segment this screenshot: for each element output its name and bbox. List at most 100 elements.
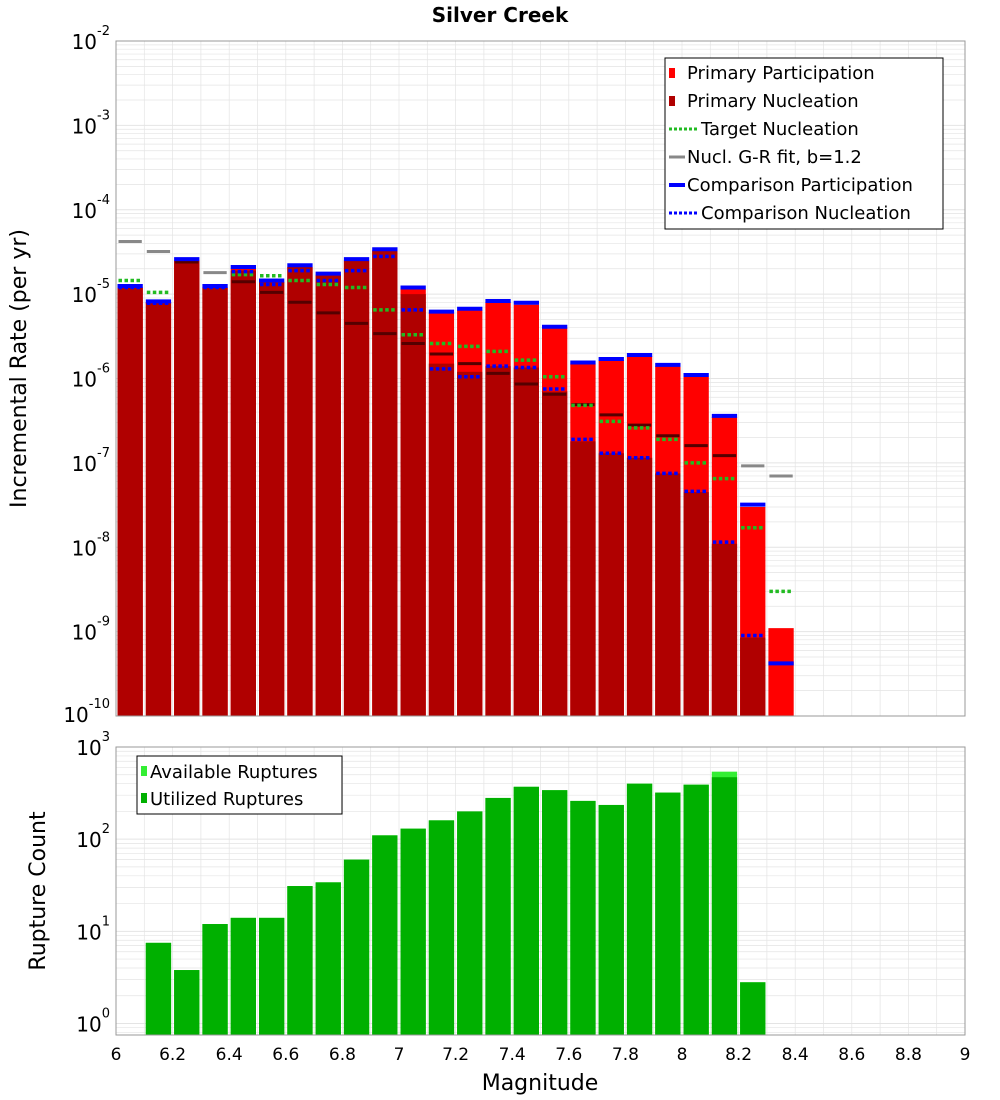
nucleation-bar (542, 391, 568, 716)
utilized-ruptures-bar (457, 811, 483, 1035)
utilized-ruptures-bar (626, 783, 653, 1035)
count-y-tick-exp: 2 (102, 822, 110, 837)
count-y-tick-label: 102 (76, 822, 110, 852)
rate-y-tick-exp: -4 (97, 193, 110, 208)
legend-swatch (669, 68, 675, 78)
legend-label: Available Ruptures (150, 762, 318, 783)
utilized-ruptures-bar (287, 886, 313, 1035)
rate-y-tick-exp: -2 (97, 24, 110, 39)
utilized-ruptures-bar (428, 820, 455, 1035)
rate-y-tick-label: 10-6 (72, 362, 110, 392)
legend-label: Utilized Ruptures (150, 789, 303, 810)
nucleation-bar (683, 492, 709, 716)
rate-y-tick-exp: -9 (97, 615, 110, 630)
nucleation-bar (343, 260, 370, 716)
nucleation-bar (372, 250, 398, 717)
rate-y-tick-label: 10-10 (63, 697, 110, 727)
count-y-tick-base: 10 (76, 1012, 101, 1036)
utilized-ruptures-bar (542, 790, 568, 1035)
x-tick-label: 6.4 (216, 1045, 243, 1065)
rate-y-tick-label: 10-4 (72, 193, 110, 223)
legend-label: Nucl. G-R fit, b=1.2 (687, 147, 862, 168)
rate-plot-frame (115, 40, 966, 717)
x-tick-label: 7.4 (499, 1045, 526, 1065)
utilized-ruptures-bar (655, 792, 681, 1035)
rate-bars (117, 250, 794, 717)
rate-y-tick-exp: -5 (97, 277, 110, 292)
rate-plot: 10-210-310-410-510-610-710-810-910-10 In… (7, 24, 966, 727)
x-tick-label: 7.8 (612, 1045, 639, 1065)
rate-y-tick-base: 10 (72, 30, 97, 54)
count-y-tick-label: 101 (76, 914, 110, 944)
count-y-tick-label: 103 (76, 730, 110, 760)
rate-y-tick-base: 10 (72, 368, 97, 392)
count-y-tick-label: 100 (76, 1006, 110, 1036)
count-y-axis-label: Rupture Count (26, 811, 51, 971)
rate-markers (117, 240, 794, 666)
legend-label: Primary Nucleation (687, 91, 859, 112)
rate-y-tick-base: 10 (72, 536, 97, 560)
utilized-ruptures-bar (740, 982, 766, 1035)
rate-y-tick-base: 10 (72, 283, 97, 307)
rate-y-tick-exp: -8 (97, 530, 110, 545)
legend-label: Comparison Participation (687, 175, 913, 196)
count-y-tick-base: 10 (76, 736, 101, 760)
legend-label: Comparison Nucleation (701, 203, 911, 224)
rate-y-tick-exp: -3 (97, 108, 110, 123)
x-tick-label: 8.8 (895, 1045, 922, 1065)
utilized-ruptures-bar (372, 835, 398, 1035)
rate-y-tick-label: 10-8 (72, 530, 110, 560)
rate-y-tick-label: 10-7 (72, 446, 110, 476)
rate-y-tick-exp: -7 (97, 446, 110, 461)
utilized-ruptures-bar (174, 970, 200, 1035)
rate-y-ticks: 10-210-310-410-510-610-710-810-910-10 (63, 24, 110, 727)
rate-y-axis-label: Incremental Rate (per yr) (7, 229, 32, 508)
nucleation-bar (598, 453, 624, 716)
utilized-ruptures-bar (315, 882, 341, 1035)
utilized-ruptures-bar (400, 828, 426, 1035)
rate-y-tick-base: 10 (63, 703, 88, 727)
rate-y-tick-label: 10-3 (72, 108, 110, 138)
participation-bar (768, 628, 794, 716)
utilized-ruptures-bar (513, 786, 539, 1035)
legend-label: Target Nucleation (700, 119, 859, 140)
utilized-ruptures-bar (259, 917, 285, 1035)
rate-y-tick-label: 10-9 (72, 615, 110, 645)
nucleation-bar (259, 281, 285, 716)
nucleation-bar (117, 287, 143, 716)
legend-label: Primary Participation (687, 63, 875, 84)
x-tick-label: 6.6 (272, 1045, 299, 1065)
nucleation-bar (287, 266, 313, 716)
rate-y-tick-base: 10 (72, 199, 97, 223)
nucleation-bar (570, 441, 596, 716)
x-axis-label: Magnitude (482, 1071, 599, 1096)
x-tick-label: 8 (677, 1045, 688, 1065)
legend-swatch (141, 793, 147, 803)
count-legend-box (136, 755, 343, 815)
x-tick-label: 9 (960, 1045, 971, 1065)
chart-title: Silver Creek (432, 3, 569, 27)
rate-y-tick-label: 10-5 (72, 277, 110, 307)
count-y-tick-base: 10 (76, 920, 101, 944)
rate-y-tick-exp: -6 (97, 362, 110, 377)
count-bars (145, 771, 766, 1035)
x-tick-label: 7.6 (555, 1045, 582, 1065)
nucleation-bar (485, 366, 511, 716)
count-legend: Available Ruptures Utilized Ruptures (136, 755, 343, 815)
x-tick-label: 7 (394, 1045, 405, 1065)
rate-y-tick-label: 10-2 (72, 24, 110, 54)
nucleation-bar (230, 270, 256, 716)
nucleation-bar (400, 294, 426, 716)
nucleation-bar (457, 371, 483, 716)
x-tick-label: 6.8 (329, 1045, 356, 1065)
nucleation-bar (740, 637, 766, 716)
nucleation-bar (428, 363, 455, 716)
nucleation-bar (145, 302, 172, 716)
utilized-ruptures-bar (343, 859, 370, 1035)
nucleation-bar (655, 473, 681, 716)
rate-grid (115, 41, 966, 717)
utilized-ruptures-bar (485, 797, 511, 1035)
rate-y-tick-base: 10 (72, 621, 97, 645)
